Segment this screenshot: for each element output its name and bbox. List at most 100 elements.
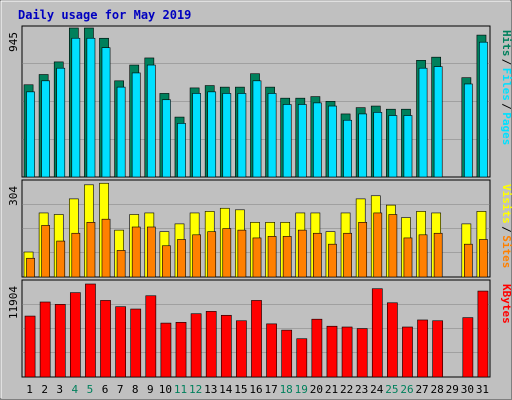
bar-sites-day-27 [418,234,428,278]
bar-kbytes-day-3 [54,304,66,378]
bar-kbytes-day-12 [190,313,202,378]
legend-separator: / [500,226,512,233]
x-tick-label-23: 23 [355,383,368,396]
bar-kbytes-day-19 [296,338,308,378]
x-tick-label-6: 6 [102,383,109,396]
x-tick-label-4: 4 [72,383,79,396]
x-tick-label-25: 25 [385,383,398,396]
x-tick-label-21: 21 [325,383,338,396]
bar-kbytes-day-16 [251,300,262,378]
x-tick-label-27: 27 [415,383,428,396]
bar-sites-day-7 [116,250,126,278]
bar-kbytes-day-8 [130,308,142,378]
bar-sites-day-31 [479,239,488,278]
x-tick-label-5: 5 [87,383,94,396]
bar-kbytes-day-10 [160,322,172,378]
bar-kbytes-day-1 [24,315,36,378]
bar-sites-day-3 [56,240,66,278]
legend-visits: Visits [500,184,512,224]
bar-files-day-24 [373,112,383,178]
x-tick-label-11: 11 [174,383,187,396]
bar-sites-day-24 [373,212,383,278]
x-tick-label-17: 17 [264,383,277,396]
x-tick-label-3: 3 [56,383,63,396]
x-tick-label-8: 8 [132,383,139,396]
x-tick-label-26: 26 [400,383,413,396]
legend-pages: Pages [500,112,512,145]
x-tick-label-24: 24 [370,383,384,396]
bar-kbytes-day-21 [326,325,338,378]
bar-kbytes-day-5 [85,283,96,378]
y-max-label: 945 [7,32,20,52]
x-tick-label-7: 7 [117,383,124,396]
x-tick-label-10: 10 [159,383,172,396]
bar-files-day-21 [328,105,337,178]
bar-files-day-4 [71,37,81,178]
bar-kbytes-day-31 [477,290,489,378]
bar-files-day-26 [403,115,413,178]
bar-kbytes-day-18 [281,329,293,378]
bar-sites-day-13 [207,231,217,278]
bar-files-day-1 [26,91,35,178]
x-tick-label-9: 9 [147,383,154,396]
x-tick-label-16: 16 [249,383,262,396]
bar-sites-day-10 [162,245,171,278]
bar-sites-day-18 [282,236,292,278]
legend-hits: Hits [500,30,512,57]
bar-files-day-25 [388,115,398,178]
bar-sites-day-22 [343,232,352,278]
x-tick-label-14: 14 [219,383,233,396]
bar-sites-day-15 [237,229,247,278]
bar-kbytes-day-11 [175,322,187,378]
bar-kbytes-day-26 [402,326,413,378]
y-max-label: 11904 [7,286,20,319]
bar-sites-day-28 [433,232,443,278]
bar-files-day-9 [146,64,156,178]
x-tick-label-30: 30 [461,383,474,396]
bar-kbytes-day-27 [417,319,428,378]
bar-files-day-7 [116,86,126,178]
x-tick-label-2: 2 [41,383,48,396]
bar-files-day-19 [297,104,307,178]
bar-files-day-23 [358,113,368,178]
legend-files: Files [500,68,512,101]
bar-sites-day-16 [252,237,262,278]
bar-sites-day-19 [297,229,307,278]
bar-kbytes-day-25 [387,302,398,378]
bar-kbytes-day-7 [115,306,126,378]
bar-sites-day-9 [146,226,156,278]
legend-sites: Sites [500,235,512,268]
x-tick-label-31: 31 [476,383,489,396]
bar-files-day-28 [433,66,443,178]
x-tick-label-18: 18 [280,383,293,396]
bar-kbytes-day-17 [266,323,277,378]
bar-files-day-10 [162,99,171,178]
bar-sites-day-2 [41,225,50,278]
x-tick-label-28: 28 [431,383,444,396]
bar-kbytes-day-13 [205,311,217,378]
bar-kbytes-day-20 [311,318,323,378]
bar-sites-day-12 [192,234,201,278]
x-tick-label-1: 1 [26,383,33,396]
bar-kbytes-day-23 [356,328,368,378]
bar-kbytes-day-14 [220,314,232,378]
bar-kbytes-day-4 [69,292,81,378]
bar-files-day-15 [237,93,247,178]
bar-files-day-16 [252,80,262,178]
bar-files-day-18 [282,104,292,178]
bar-sites-day-14 [222,228,232,278]
x-tick-label-29: 29 [446,383,459,396]
bar-sites-day-21 [328,243,337,278]
bar-files-day-2 [41,80,50,178]
bar-sites-day-26 [403,237,413,278]
bar-files-day-5 [86,37,96,178]
bar-sites-day-6 [101,218,111,278]
bar-files-day-14 [222,93,232,178]
bar-kbytes-day-2 [39,301,51,378]
bar-sites-day-25 [388,214,398,278]
bar-files-day-6 [101,47,111,178]
bar-kbytes-day-9 [145,295,157,378]
chart-title: Daily usage for May 2019 [18,8,191,22]
bar-sites-day-20 [313,232,322,278]
bar-files-day-27 [418,67,428,178]
